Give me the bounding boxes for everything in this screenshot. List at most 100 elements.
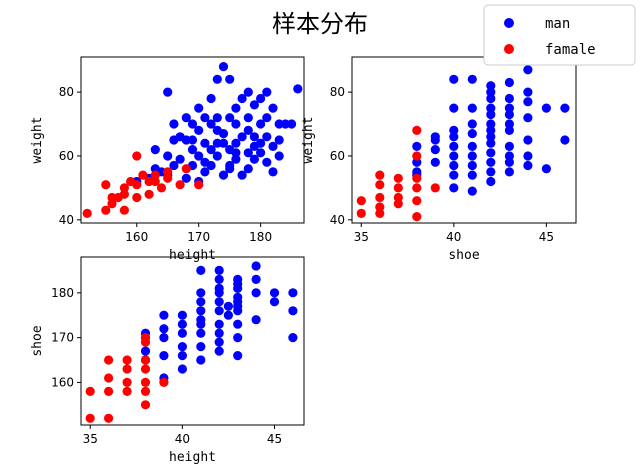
point-man-52 xyxy=(212,151,222,161)
point-man-35 xyxy=(504,151,514,161)
point-man-23 xyxy=(206,119,216,129)
point-man-44 xyxy=(206,145,216,155)
point-man-1 xyxy=(467,74,477,84)
point-man-8 xyxy=(449,103,459,113)
point-man-38 xyxy=(430,157,440,167)
point-man-37 xyxy=(233,351,243,361)
point-man-10 xyxy=(486,93,496,104)
y-axis-label: weight xyxy=(30,117,45,164)
x-tick-label: 45 xyxy=(267,432,282,446)
point-famale-4 xyxy=(104,373,114,383)
point-famale-2 xyxy=(375,208,385,218)
point-famale-0 xyxy=(356,196,366,206)
point-man-34 xyxy=(486,148,496,158)
point-man-61 xyxy=(243,164,253,174)
legend-label-famale: famale xyxy=(545,42,596,58)
y-tick-label: 60 xyxy=(59,149,74,163)
axes-frame xyxy=(80,56,305,224)
point-famale-16 xyxy=(132,180,142,190)
point-man-4 xyxy=(269,288,280,298)
point-man-18 xyxy=(214,319,224,329)
y-tick-label: 40 xyxy=(330,213,345,227)
point-famale-8 xyxy=(122,377,132,387)
point-man-77 xyxy=(187,135,198,145)
point-man-5 xyxy=(262,87,272,97)
point-man-16 xyxy=(212,113,222,123)
legend-frame xyxy=(483,4,636,66)
point-man-21 xyxy=(169,119,179,129)
point-man-9 xyxy=(467,103,477,113)
point-famale-6 xyxy=(132,151,142,161)
point-man-6 xyxy=(541,103,552,113)
x-tick-label: 160 xyxy=(125,230,148,244)
point-famale-2 xyxy=(104,413,114,423)
point-man-64 xyxy=(218,170,229,180)
point-famale-0 xyxy=(85,386,95,396)
y-axis-label: weight xyxy=(301,117,316,164)
point-famale-11 xyxy=(140,337,151,347)
point-man-47 xyxy=(251,274,261,284)
x-axis-label: height xyxy=(169,248,216,263)
point-famale-22 xyxy=(175,180,185,190)
point-man-54 xyxy=(233,292,243,302)
point-famale-2 xyxy=(107,199,117,209)
point-man-74 xyxy=(243,125,253,135)
point-man-42 xyxy=(177,364,187,374)
point-man-6 xyxy=(251,288,261,298)
point-man-43 xyxy=(187,145,198,155)
plot-shoe-weight: 35 40 45 40 60 80 shoe weight xyxy=(301,56,577,263)
y-tick-label: 40 xyxy=(59,213,74,227)
point-man-24 xyxy=(214,328,224,338)
point-man-6 xyxy=(293,84,303,94)
point-famale-15 xyxy=(140,386,151,396)
point-man-15 xyxy=(467,119,477,129)
x-tick-label: 170 xyxy=(187,230,210,244)
point-man-65 xyxy=(237,170,247,180)
point-man-47 xyxy=(256,148,266,158)
legend-marker-man xyxy=(504,18,514,28)
point-man-14 xyxy=(504,109,514,120)
point-famale-19 xyxy=(132,192,142,203)
axes-frame xyxy=(351,56,577,224)
point-man-3 xyxy=(504,77,514,88)
point-man-34 xyxy=(274,135,284,145)
point-man-20 xyxy=(467,129,477,139)
point-man-48 xyxy=(274,151,284,161)
point-man-3 xyxy=(251,261,261,271)
point-man-39 xyxy=(449,160,459,171)
point-famale-12 xyxy=(140,355,151,365)
point-man-0 xyxy=(218,62,229,72)
plot-height-weight: 160 170 180 40 60 80 height weight xyxy=(30,56,305,263)
point-man-24 xyxy=(560,135,570,145)
y-tick-label: 160 xyxy=(51,375,74,389)
point-famale-15 xyxy=(430,183,440,193)
point-man-9 xyxy=(214,297,224,307)
point-man-49 xyxy=(214,283,224,293)
point-man-55 xyxy=(486,87,496,97)
point-man-7 xyxy=(206,93,216,104)
point-man-21 xyxy=(177,319,187,329)
point-man-53 xyxy=(214,337,224,347)
y-tick-label: 170 xyxy=(51,331,74,345)
point-man-20 xyxy=(251,315,261,325)
x-tick-label: 35 xyxy=(354,230,369,244)
point-man-35 xyxy=(169,135,179,145)
point-man-10 xyxy=(223,301,233,311)
point-man-2 xyxy=(225,74,235,84)
point-man-34 xyxy=(177,342,187,352)
point-man-22 xyxy=(177,328,187,338)
point-man-19 xyxy=(262,113,272,123)
point-man-49 xyxy=(163,151,173,161)
point-man-45 xyxy=(214,265,224,275)
point-man-57 xyxy=(430,132,440,142)
point-man-26 xyxy=(288,306,298,316)
point-man-28 xyxy=(269,297,280,307)
point-famale-11 xyxy=(412,173,422,183)
point-man-58 xyxy=(449,132,459,142)
point-man-13 xyxy=(486,103,496,113)
point-man-29 xyxy=(159,310,169,320)
point-man-13 xyxy=(223,310,233,320)
point-man-30 xyxy=(412,141,422,151)
point-famale-23 xyxy=(107,192,117,203)
point-man-46 xyxy=(243,148,253,158)
